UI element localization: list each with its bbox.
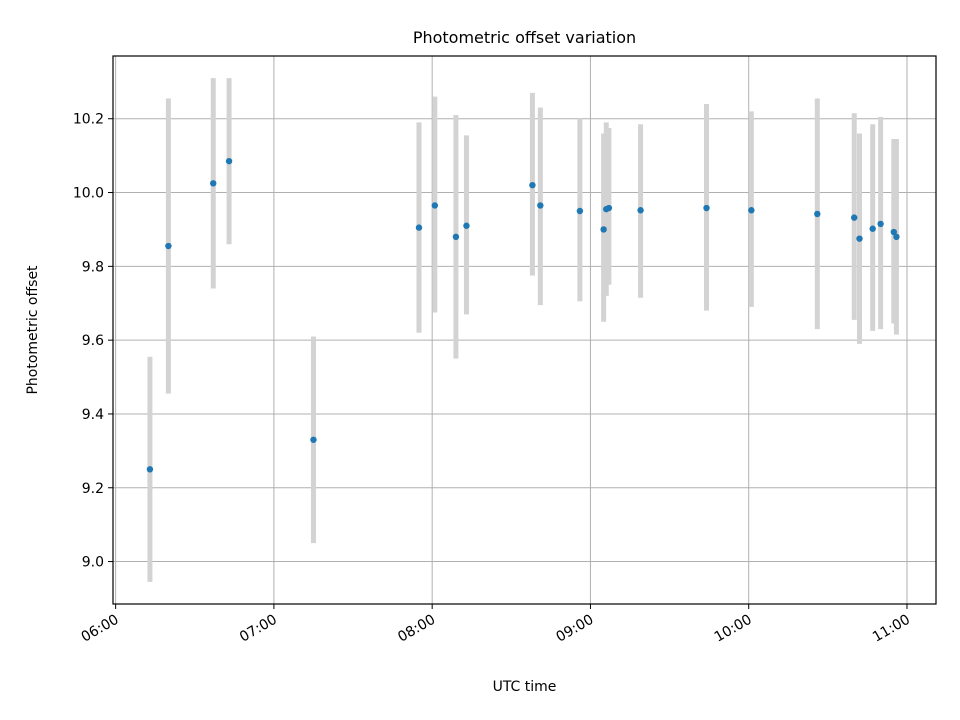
y-tick-label: 9.8 bbox=[82, 259, 104, 275]
data-point bbox=[431, 202, 439, 209]
data-point bbox=[600, 226, 607, 233]
y-tick-label: 9.2 bbox=[82, 481, 104, 497]
data-point bbox=[605, 204, 613, 212]
data-point bbox=[814, 210, 821, 218]
data-point bbox=[893, 233, 900, 241]
data-point bbox=[537, 202, 544, 209]
y-tick-label: 9.4 bbox=[82, 407, 104, 423]
data-point bbox=[415, 224, 423, 231]
grid bbox=[113, 56, 936, 604]
data-point bbox=[452, 233, 460, 241]
data-point bbox=[703, 204, 710, 212]
data-points bbox=[146, 157, 900, 473]
data-point bbox=[225, 157, 233, 165]
data-point bbox=[856, 235, 863, 242]
data-point bbox=[890, 228, 897, 236]
data-point bbox=[869, 225, 876, 232]
y-tick-label: 9.6 bbox=[82, 333, 104, 349]
data-point bbox=[748, 207, 755, 214]
data-point bbox=[851, 214, 858, 221]
data-point bbox=[529, 181, 536, 189]
axes-frame bbox=[112, 55, 937, 605]
y-axis: 9.0 9.2 9.4 9.6 9.8 10.0 10.2 bbox=[73, 112, 113, 571]
data-point bbox=[877, 220, 884, 228]
data-point bbox=[210, 180, 217, 187]
data-point bbox=[576, 207, 584, 215]
data-point bbox=[637, 207, 644, 214]
y-tick-label: 9.0 bbox=[82, 555, 104, 571]
x-axis-label: UTC time bbox=[493, 679, 557, 695]
data-point bbox=[165, 242, 172, 250]
y-tick-label: 10.2 bbox=[73, 112, 104, 128]
data-point bbox=[463, 222, 470, 229]
y-axis-label: Photometric offset bbox=[25, 265, 41, 395]
data-point bbox=[146, 466, 154, 473]
y-tick-label: 10.0 bbox=[73, 186, 104, 202]
data-point bbox=[310, 436, 317, 443]
chart-title: Photometric offset variation bbox=[413, 28, 636, 47]
